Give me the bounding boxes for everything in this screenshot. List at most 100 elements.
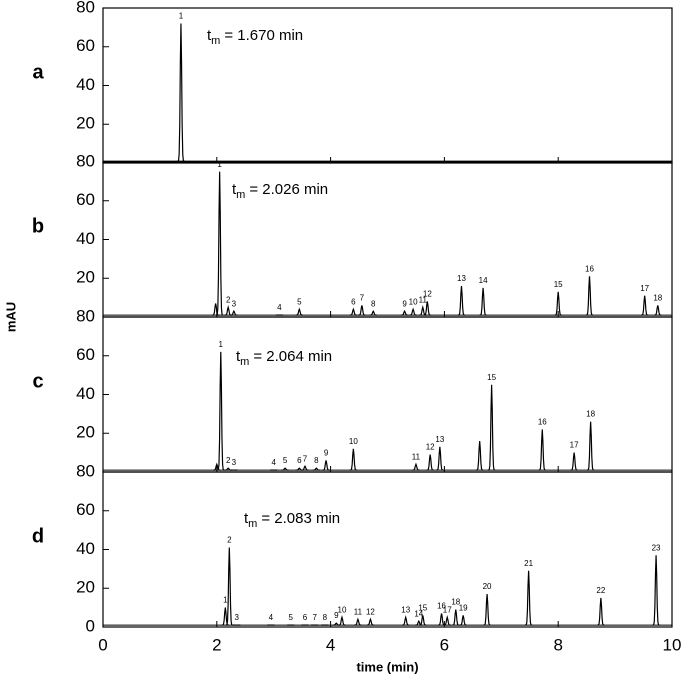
peak [224,305,232,316]
panel-frame [102,161,673,318]
peak [217,351,225,471]
y-tick-label: 40 [76,75,95,94]
peak [654,305,662,316]
y-tick-label: 60 [76,500,95,519]
peak-label: 7 [312,613,317,622]
peak-label: 17 [570,441,579,450]
y-tick-label: 80 [76,151,95,170]
peak [538,429,546,471]
retention-annotation: tm = 2.026 min [232,181,328,201]
x-tick-label: 8 [553,635,562,654]
y-tick-label: 40 [76,384,95,403]
y-tick-label: 20 [76,423,95,442]
panel-frame [102,316,673,473]
peak-label: 13 [435,435,444,444]
y-tick-label: 60 [76,36,95,55]
peak-label: 14 [414,609,423,618]
peak-label: 1 [223,596,228,605]
peak-label: 2 [226,295,231,304]
peak [476,440,484,471]
peak-label: 12 [426,443,435,452]
peak-label: 18 [586,410,595,419]
annotation-symbol: t [236,348,241,365]
peak [225,547,233,626]
peak-label: 16 [437,602,446,611]
peak-label: 20 [483,582,492,591]
peak [412,462,420,471]
x-axis-title: time (min) [356,659,418,674]
peak-label: 12 [366,607,375,616]
peak-label: 1 [219,340,224,349]
peak-label: 18 [653,293,662,302]
peak-label: 3 [232,299,237,308]
peak [436,446,444,471]
y-tick-label: 20 [76,268,95,287]
peak-label: 19 [459,603,468,612]
peak [570,452,578,471]
peak-label: 5 [297,297,302,306]
peak [230,309,238,316]
peak [426,454,434,471]
peak-label: 15 [418,603,427,612]
y-tick-label: 60 [76,345,95,364]
annotation-subscript: m [236,189,245,201]
peak-label: 16 [585,264,594,273]
peak-label: 11 [419,295,428,304]
annotation-symbol: t [207,27,212,44]
peak [369,309,377,316]
peak-label: 15 [487,373,496,382]
peak [281,467,289,471]
y-tick-label: 40 [76,229,95,248]
peak [216,171,224,316]
x-tick-label: 0 [98,635,107,654]
peak-label: 10 [409,297,418,306]
peak-label: 4 [277,303,282,312]
y-axis-title: mAU [3,302,18,332]
peak-label: 9 [324,448,329,457]
peak [295,307,303,316]
y-tick-label: 80 [76,461,95,480]
peak [349,448,357,471]
peak [585,276,594,316]
peak-label: 8 [323,613,328,622]
peak [177,23,185,162]
annotation-text: = 2.083 min [261,510,340,527]
panel-label: d [32,525,44,547]
peak [525,570,533,626]
panel-frame [102,7,673,164]
annotation-subscript: m [240,356,249,368]
peak-label: 21 [524,559,533,568]
peak-label: 6 [303,613,308,622]
peak-label: 9 [402,299,407,308]
peak [587,421,595,471]
peak [457,285,466,316]
peak [459,615,467,626]
annotation-symbol: t [244,510,249,527]
peak-label: 13 [457,274,466,283]
peak-label: 12 [423,290,432,299]
peak [652,555,660,626]
peak-label: 11 [354,607,363,616]
peak-label: 17 [443,605,452,614]
peak-label: 17 [640,284,649,293]
peak-label: 6 [297,456,302,465]
peak-label: 2 [226,456,231,465]
retention-annotation: tm = 2.064 min [236,348,332,368]
peak-label: 4 [269,613,274,622]
peak [479,287,487,316]
peak [212,303,220,316]
peak-label: 2 [227,536,232,545]
peak [322,460,330,471]
annotation-subscript: m [248,518,257,530]
peak-label: 3 [232,458,237,467]
peak-label: 7 [303,454,308,463]
peak-label: 16 [538,417,547,426]
peak [366,617,375,626]
panel-label: b [32,215,44,237]
peak [419,615,427,626]
peak [400,309,409,316]
peak [641,295,649,316]
peak [338,615,346,626]
panel-label: c [32,370,43,392]
